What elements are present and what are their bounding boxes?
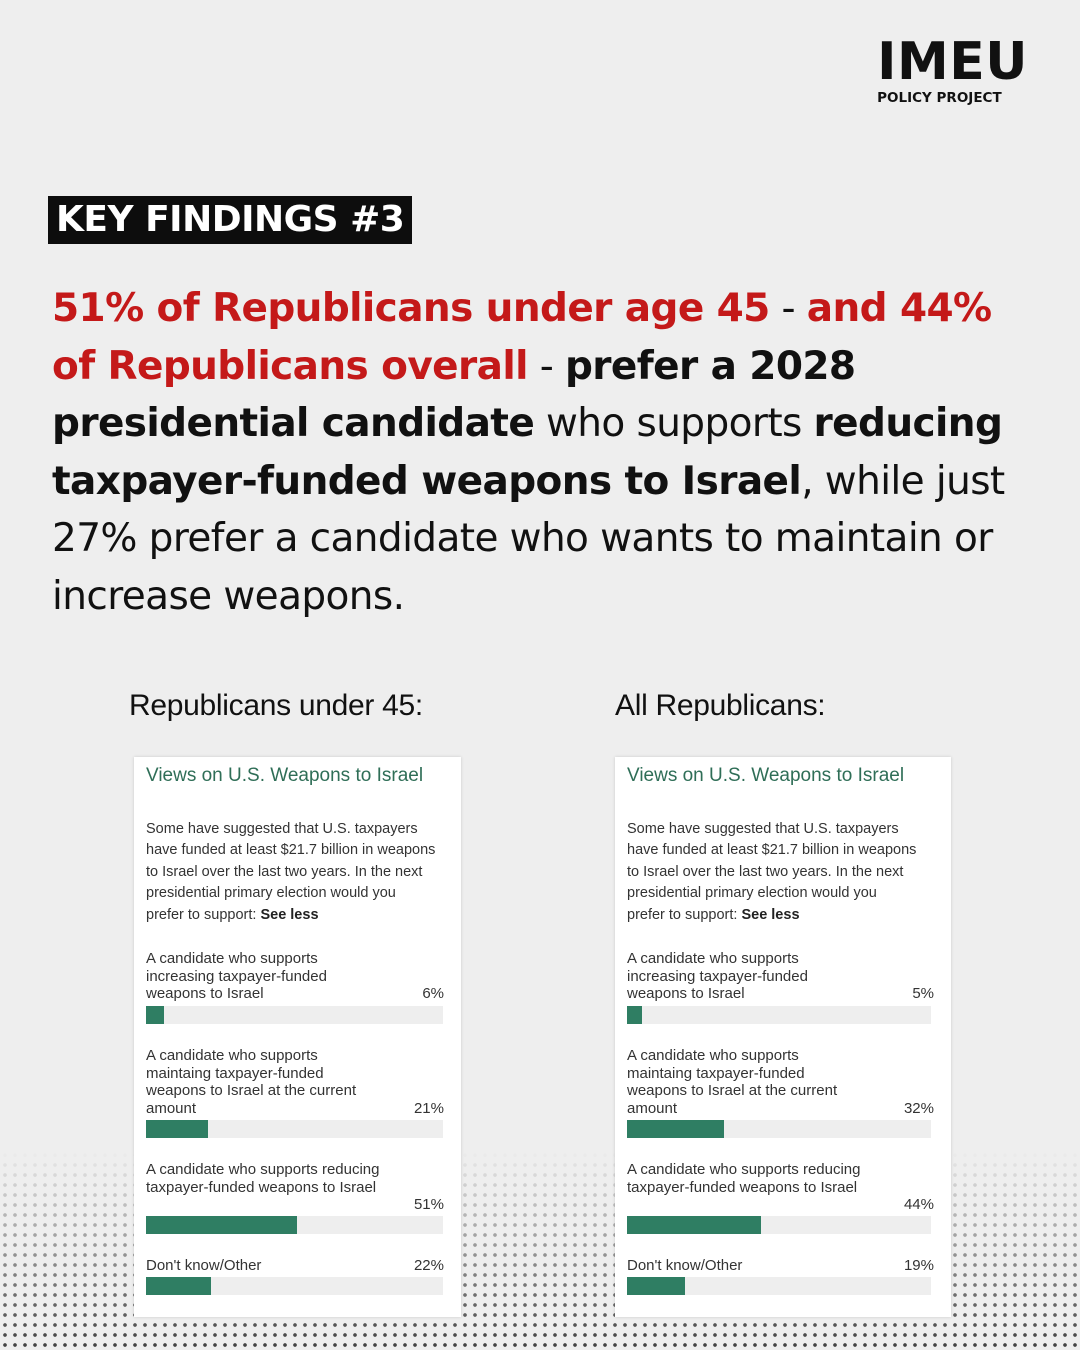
see-less-link[interactable]: See less — [260, 906, 319, 923]
panel-label-all: All Republicans: — [615, 689, 826, 722]
option-value-dont-know: 19% — [903, 1257, 934, 1274]
bar-track-dont-know — [146, 1277, 443, 1295]
question-text: Some have suggested that U.S. taxpayers … — [146, 821, 436, 923]
bar-track-increase — [146, 1006, 443, 1024]
chart-title: Views on U.S. Weapons to Israel — [146, 765, 424, 786]
headline-bold-2: reducing taxpayer-funded weapons to Isra… — [52, 401, 1003, 504]
option-label-maintain: A candidate who supports maintaing taxpa… — [146, 1047, 357, 1118]
bar-increase — [627, 1006, 643, 1024]
option-value-dont-know: 22% — [413, 1257, 444, 1274]
chart-question: Some have suggested that U.S. taxpayers … — [146, 819, 436, 926]
option-label-increase: A candidate who supports increasing taxp… — [146, 950, 327, 1003]
chart-question: Some have suggested that U.S. taxpayers … — [627, 819, 917, 926]
bar-dont-know — [627, 1277, 685, 1295]
option-value-increase: 5% — [912, 985, 934, 1002]
headline-plain-2: , while just 27% prefer a candidate who … — [52, 458, 1005, 619]
chart-card-under-45: Views on U.S. Weapons to Israel Some hav… — [134, 757, 461, 1317]
bar-increase — [146, 1006, 164, 1024]
option-label-increase: A candidate who supports increasing taxp… — [627, 950, 808, 1003]
bar-dont-know — [146, 1277, 212, 1295]
option-value-maintain: 21% — [413, 1100, 444, 1117]
option-value-maintain: 32% — [903, 1100, 934, 1117]
bar-track-maintain — [146, 1120, 443, 1138]
panel-label-under-45: Republicans under 45: — [129, 689, 423, 722]
key-findings-badge: KEY FINDINGS #3 — [48, 196, 413, 244]
headline: 51% of Republicans under age 45 - and 44… — [52, 280, 1042, 625]
imeu-logo: IMEU POLICY PROJECT — [877, 36, 1028, 106]
headline-dash-2: - — [527, 343, 565, 389]
option-value-reduce: 51% — [413, 1196, 444, 1213]
option-label-dont-know: Don't know/Other — [627, 1257, 743, 1274]
option-label-reduce: A candidate who supports reducing taxpay… — [627, 1161, 861, 1196]
logo-subtitle: POLICY PROJECT — [877, 90, 1002, 106]
bar-maintain — [146, 1120, 209, 1138]
bar-track-maintain — [627, 1120, 931, 1138]
chart-card-all: Views on U.S. Weapons to Israel Some hav… — [615, 757, 951, 1317]
headline-red-2: and 44% of Republicans overall — [52, 286, 992, 389]
bar-track-increase — [627, 1006, 931, 1024]
bar-track-dont-know — [627, 1277, 931, 1295]
option-value-reduce: 44% — [903, 1196, 934, 1213]
headline-dash-1: - — [769, 286, 807, 331]
bar-maintain — [627, 1120, 725, 1138]
bar-reduce — [627, 1216, 761, 1234]
bar-reduce — [146, 1216, 298, 1234]
option-value-increase: 6% — [422, 985, 444, 1002]
headline-bold-1: prefer a 2028 presidential candidate — [52, 343, 856, 447]
option-label-reduce: A candidate who supports reducing taxpay… — [146, 1161, 380, 1196]
see-less-link[interactable]: See less — [741, 906, 800, 923]
bar-track-reduce — [627, 1216, 931, 1234]
bar-track-reduce — [146, 1216, 443, 1234]
headline-plain-1: who supports — [534, 401, 814, 446]
option-label-dont-know: Don't know/Other — [146, 1257, 262, 1274]
headline-red-1: 51% of Republicans under age 45 — [52, 286, 770, 331]
option-label-maintain: A candidate who supports maintaing taxpa… — [627, 1047, 838, 1118]
logo-wordmark: IMEU — [877, 32, 1028, 92]
question-text: Some have suggested that U.S. taxpayers … — [627, 821, 917, 923]
chart-title: Views on U.S. Weapons to Israel — [627, 765, 905, 786]
